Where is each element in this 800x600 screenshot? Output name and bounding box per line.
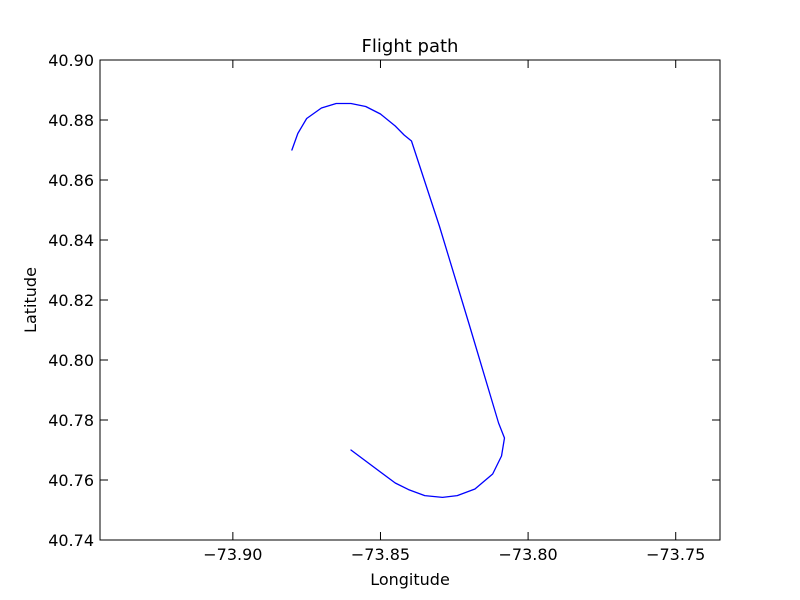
y-tick-label: 40.80 [48, 351, 94, 370]
plot-area: −73.90 −73.85 −73.80 −73.75 40.74 40.76 40.78… [48, 51, 721, 564]
y-tick-label: 40.78 [48, 411, 94, 430]
plot-frame [99, 59, 721, 541]
y-axis-label: Latitude [21, 267, 40, 333]
x-axis-label: Longitude [370, 570, 450, 589]
flight-path-line [291, 102, 506, 499]
y-tick-label: 40.86 [48, 171, 94, 190]
y-tick-label: 40.84 [48, 231, 94, 250]
x-axis-ticks: −73.90 −73.85 −73.80 −73.75 [203, 60, 705, 564]
x-tick-label: −73.90 [203, 545, 262, 564]
x-tick-label: −73.85 [351, 545, 410, 564]
y-tick-label: 40.82 [48, 291, 94, 310]
y-tick-label: 40.76 [48, 471, 94, 490]
chart-title: Flight path [362, 36, 459, 57]
y-tick-label: 40.90 [48, 51, 94, 70]
y-axis-ticks: 40.74 40.76 40.78 40.80 40.82 40.84 40.86 40.88… [48, 51, 720, 550]
y-tick-label: 40.88 [48, 111, 94, 130]
x-tick-label: −73.80 [498, 545, 557, 564]
y-tick-label: 40.74 [48, 531, 94, 550]
x-tick-label: −73.75 [646, 545, 705, 564]
